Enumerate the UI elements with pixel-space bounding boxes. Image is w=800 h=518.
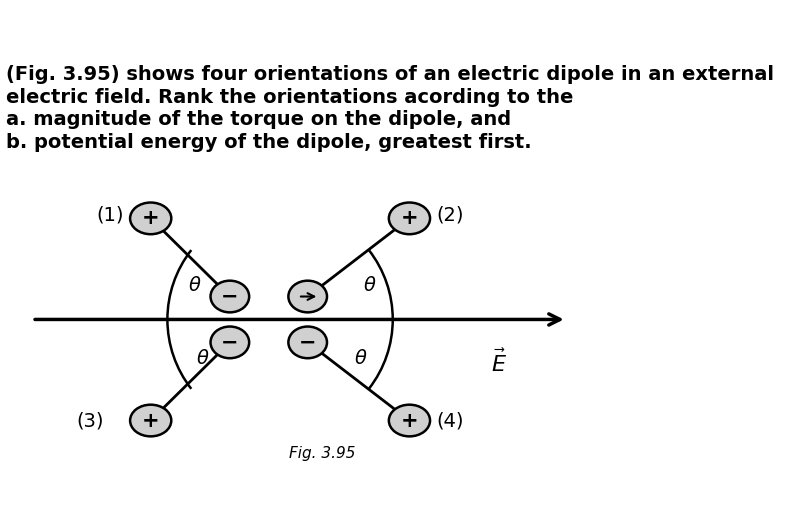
Text: −: −: [221, 333, 238, 352]
Ellipse shape: [389, 203, 430, 234]
Text: electric field. Rank the orientations acording to the: electric field. Rank the orientations ac…: [6, 88, 574, 107]
Text: +: +: [401, 411, 418, 430]
Text: +: +: [142, 411, 159, 430]
Text: $\theta$: $\theta$: [362, 276, 376, 295]
Text: (3): (3): [77, 411, 104, 430]
Ellipse shape: [288, 326, 327, 358]
Text: (4): (4): [437, 411, 464, 430]
Text: (2): (2): [437, 206, 464, 225]
Text: $\vec{E}$: $\vec{E}$: [491, 349, 507, 376]
Text: +: +: [401, 208, 418, 228]
Ellipse shape: [210, 326, 249, 358]
Text: $\theta$: $\theta$: [188, 276, 202, 295]
Ellipse shape: [389, 405, 430, 436]
Text: b. potential energy of the dipole, greatest first.: b. potential energy of the dipole, great…: [6, 133, 532, 152]
Ellipse shape: [130, 405, 171, 436]
Ellipse shape: [288, 281, 327, 312]
Ellipse shape: [130, 203, 171, 234]
Text: $\theta$: $\theta$: [196, 349, 210, 368]
Text: a. magnitude of the torque on the dipole, and: a. magnitude of the torque on the dipole…: [6, 110, 511, 129]
Text: Fig. 3.95: Fig. 3.95: [289, 446, 355, 461]
Text: +: +: [142, 208, 159, 228]
Text: (1): (1): [96, 206, 124, 225]
Ellipse shape: [210, 281, 249, 312]
Text: $\theta$: $\theta$: [354, 349, 368, 368]
Text: (Fig. 3.95) shows four orientations of an electric dipole in an external: (Fig. 3.95) shows four orientations of a…: [6, 65, 774, 84]
Text: −: −: [299, 333, 317, 352]
Text: −: −: [221, 286, 238, 307]
